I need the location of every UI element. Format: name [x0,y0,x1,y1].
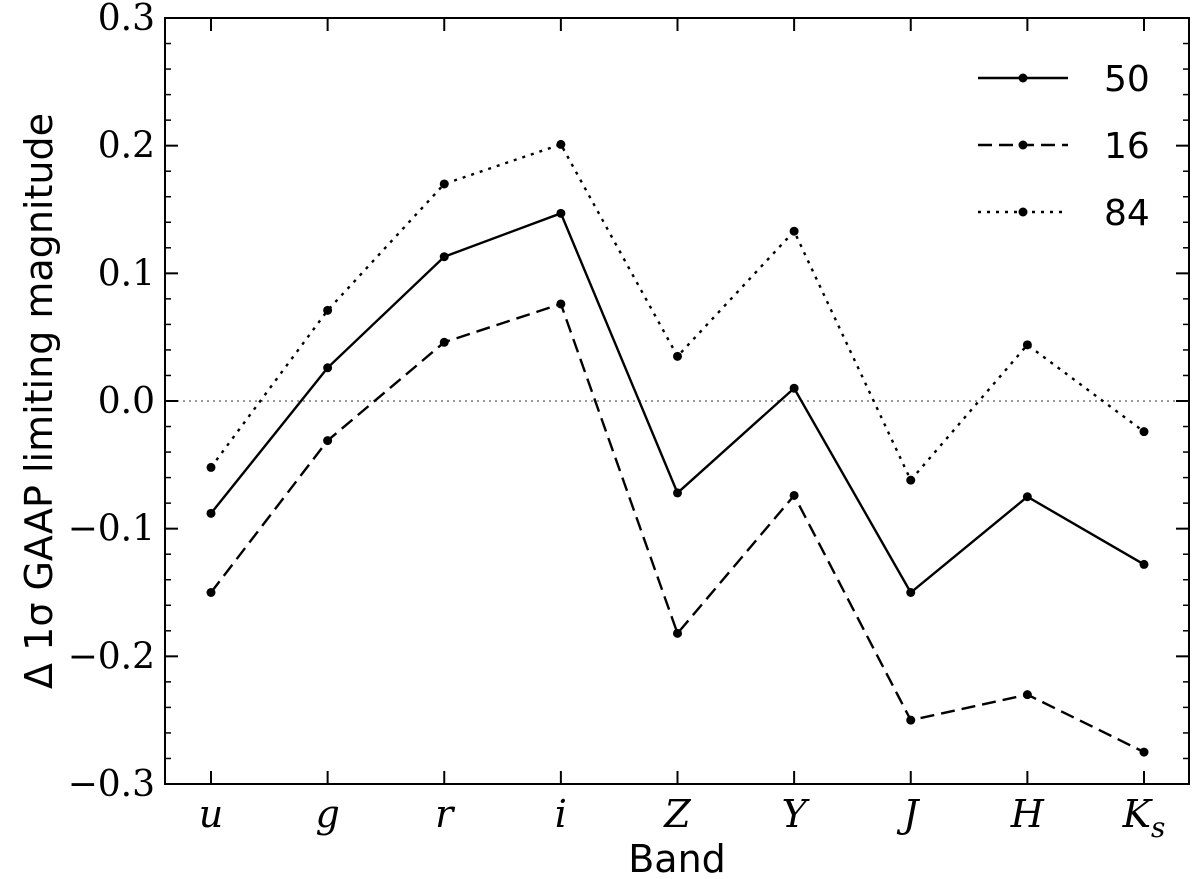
series-line-50 [210,211,1145,595]
x-tick-label: i [555,792,567,836]
data-point [323,305,333,315]
data-point [323,363,333,373]
legend-label: 50 [1104,59,1150,100]
data-point [439,252,449,262]
legend-marker [1018,207,1028,217]
legend-marker [1018,140,1028,150]
data-point [1022,690,1032,700]
legend-item-50: 50 [978,59,1150,100]
legend-label: 84 [1104,193,1150,234]
data-point [206,588,216,597]
y-tick-label: −0.2 [68,636,155,677]
data-point [323,436,333,446]
data-point [673,488,682,498]
x-tick-label: H [1010,792,1045,836]
data-point [673,628,682,638]
x-tick-label: u [199,792,223,836]
data-point [1022,492,1032,502]
y-axis-title: Δ 1σ GAAP limiting magnitude [17,113,61,689]
x-tick-label: g [315,792,339,836]
legend-marker [1018,73,1028,83]
y-tick-label: 0.3 [98,0,155,39]
data-point [206,462,216,472]
data-point [789,490,799,500]
data-point [673,351,682,361]
series-line-16 [210,302,1145,754]
series-16 [206,299,1149,757]
data-point [556,299,566,309]
data-point [1139,747,1149,757]
x-tick-label: Z [663,792,691,836]
series-84 [206,139,1149,485]
y-tick-label: 0.0 [98,381,155,422]
series-layer [206,139,1149,757]
data-point [1022,340,1032,350]
data-point [1139,559,1149,569]
data-point [906,715,916,725]
y-tick-label: 0.1 [98,253,155,294]
x-tick-label: Y [782,792,811,836]
data-point [439,337,449,347]
data-point [206,508,216,518]
x-tick-label: Ks [1122,792,1166,844]
series-50 [206,208,1149,597]
data-point [789,226,799,236]
data-point [906,588,916,597]
x-tick-label: J [896,792,920,836]
data-point [789,383,799,393]
data-point [556,208,566,218]
data-point [906,475,916,485]
data-point [1139,427,1149,437]
data-point [439,179,449,189]
legend-item-16: 16 [978,126,1150,167]
y-tick-label: −0.3 [68,764,155,805]
x-tick-label: r [435,792,456,836]
legend-item-84: 84 [978,193,1150,234]
x-axis-title: Band [628,837,726,879]
data-point [556,139,566,149]
legend-label: 16 [1104,126,1150,167]
y-tick-label: 0.2 [98,126,155,167]
plot-area [164,17,1190,785]
series-line-84 [210,142,1145,483]
legend: 50 16 84 [978,59,1150,234]
y-tick-label: −0.1 [68,509,155,550]
y-axis: −0.3 −0.2 −0.1 0.0 0.1 0.2 0.3 [68,0,1189,805]
